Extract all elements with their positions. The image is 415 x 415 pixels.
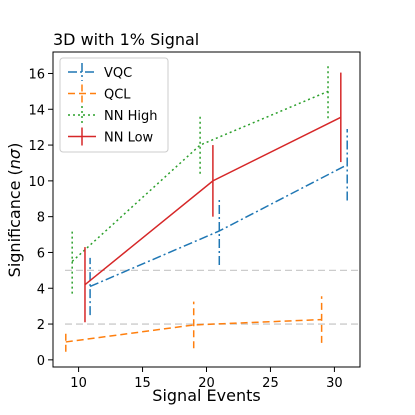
y-tick-label: 4 — [37, 282, 45, 297]
y-tick-label: 6 — [37, 246, 45, 261]
legend-box — [59, 57, 169, 153]
series-nn-low — [84, 72, 342, 323]
series-vqc — [89, 128, 348, 316]
legend-label: VQC — [104, 66, 132, 81]
chart-title: 3D with 1% Signal — [53, 30, 199, 49]
legend-label: NN High — [104, 109, 157, 124]
y-tick-label: 12 — [28, 139, 45, 154]
y-axis-label-close: ) — [5, 143, 24, 149]
y-axis-label-main: Significance ( — [5, 169, 24, 277]
series-line-nn-high — [71, 90, 329, 262]
y-tick-label: 8 — [37, 211, 45, 226]
x-tick-label: 20 — [198, 376, 215, 391]
y-tick-label: 0 — [37, 354, 45, 369]
legend-label: NN Low — [104, 131, 154, 146]
legend: VQC QCL NN High NN Low — [59, 57, 169, 153]
legend-label: QCL — [104, 88, 131, 103]
y-tick-label: 14 — [28, 103, 45, 118]
x-tick-label: 25 — [262, 376, 279, 391]
y-axis-label: Significance (nσ) — [5, 143, 24, 278]
x-tick-label: 30 — [326, 376, 343, 391]
y-axis: 0 2 4 6 8 10 12 14 16 — [28, 67, 53, 369]
legend-item-nn-high: NN High — [68, 106, 157, 124]
series-line-qcl — [65, 318, 322, 343]
legend-item-qcl: QCL — [68, 84, 131, 103]
x-axis: 10 15 20 25 30 — [70, 367, 343, 391]
legend-item-nn-low: NN Low — [68, 127, 154, 146]
plot-area — [65, 64, 358, 352]
x-tick-label: 15 — [134, 376, 151, 391]
x-axis-label: Signal Events — [152, 386, 260, 405]
series-nn-high — [71, 64, 329, 294]
y-tick-label: 16 — [28, 67, 45, 82]
x-tick-label: 10 — [70, 376, 87, 391]
series-qcl — [65, 296, 323, 352]
y-tick-label: 10 — [28, 175, 45, 190]
legend-item-vqc: VQC — [68, 63, 132, 81]
series-layer — [65, 64, 348, 352]
y-tick-label: 2 — [37, 318, 45, 333]
y-axis-label-unit: nσ — [5, 148, 24, 169]
